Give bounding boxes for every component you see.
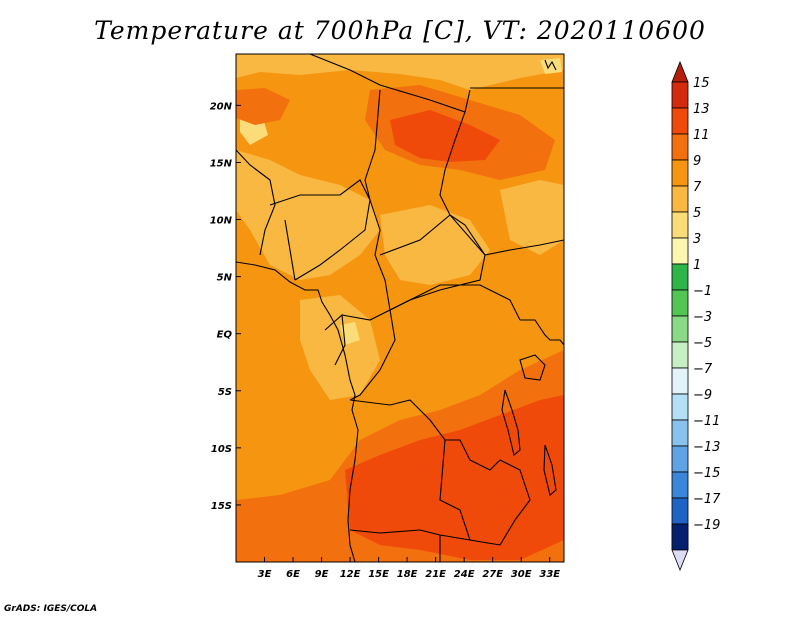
y-tick-label: 20N [210,101,233,112]
border-drc-north [389,284,521,321]
border-car [379,214,486,311]
colorbar-label: 9 [693,154,701,169]
y-tick-label: EQ [217,330,233,341]
colorbar-label: −17 [693,492,721,507]
footer-credit: GrADS: IGES/COLA [4,604,98,614]
border-libya-chad [309,54,471,113]
colorbar-label: 5 [693,206,701,221]
colorbar: 15 13 11 9 7 5 3 1 −1 −3 −5 −7 −9 −11 −13 −15 −17 −19 [671,60,721,572]
border-westafrica [236,149,276,256]
colorbar-label: −7 [693,362,713,377]
x-tick-label: 24E [454,569,475,580]
colorbar-label: 15 [693,76,710,91]
x-tick-label: 3E [258,569,272,580]
border-angola-namibia [349,529,471,541]
colorbar-label: −15 [693,466,720,481]
y-axis-ticks: 20N 15N 10N 5N EQ 5S 10S 15S [210,101,241,512]
map-frame [235,53,565,563]
colorbar-label: −3 [693,310,712,325]
colorbar-swatch [671,289,689,317]
y-tick-label: 10S [211,444,232,455]
colorbar-label: −5 [693,336,712,351]
coast-east [544,59,557,71]
colorbar-swatch [671,445,689,473]
border-zambia-east [499,459,531,546]
colorbar-swatch [671,471,689,499]
map-title: Temperature at 700hPa [C], VT: 202011060… [94,16,706,45]
colorbar-swatch [671,341,689,369]
colorbar-label: 13 [693,102,710,117]
colorbar-swatch [671,393,689,421]
field-cool-gabon [300,295,380,400]
colorbar-swatch [671,367,689,395]
colorbar-label: −11 [693,414,720,429]
colorbar-label: 3 [693,232,701,247]
y-tick-label: 10N [210,216,233,227]
y-tick-label: 5S [218,387,232,398]
country-borders [236,54,564,562]
x-tick-label: 21E [425,569,446,580]
coast-westafrica [236,261,359,562]
colorbar-label: 1 [693,258,701,273]
x-tick-label: 15E [368,569,389,580]
x-tick-label: 33E [539,569,560,580]
colorbar-swatch [671,211,689,239]
colorbar-swatch [671,133,689,161]
x-axis-ticks: 3E 6E 9E 12E 15E 18E 21E 24E 27E 30E 33E [258,557,560,580]
border-east-africa [520,319,564,346]
lake-tanganyika [501,389,521,456]
border-congo [341,309,396,401]
field-coolest-patch3 [340,322,360,345]
colorbar-label: −1 [693,284,712,299]
colorbar-label: −19 [693,518,720,533]
border-westafrica2 [284,219,296,281]
colorbar-label: −9 [693,388,712,403]
field-cool-centralafr [380,205,490,285]
y-tick-label: 15N [210,158,233,169]
colorbar-swatch [671,497,689,525]
lake-victoria [519,354,546,381]
colorbar-label: 11 [693,128,710,143]
colorbar-swatch-lowest [671,523,689,551]
temperature-field [236,54,564,562]
colorbar-swatch [671,159,689,187]
border-niger-chad [364,89,381,201]
border-chad-sudan [439,111,486,256]
colorbar-swatch [671,237,689,265]
colorbar-swatch [671,315,689,343]
y-tick-label: 5N [217,273,233,284]
x-tick-label: 27E [482,569,503,580]
lake-malawi [543,444,557,496]
field-hot-sahara [390,110,500,162]
field-warm-northwest [236,88,290,125]
colorbar-swatch [671,419,689,447]
x-tick-label: 6E [286,569,300,580]
field-cool-east [500,180,564,255]
x-tick-label: 30E [511,569,532,580]
colorbar-top-arrow [671,60,689,83]
colorbar-swatch [671,185,689,213]
border-angola-zambia [439,439,501,546]
y-tick-label: 15S [211,501,232,512]
colorbar-label: 7 [693,180,702,195]
field-cool-north [236,54,564,90]
colorbar-swatch [671,107,689,135]
colorbar-bottom-arrow [671,549,689,572]
x-tick-label: 18E [397,569,418,580]
x-tick-label: 9E [315,569,329,580]
border-sudan-south [484,239,564,256]
colorbar-swatch [671,81,689,109]
x-tick-label: 12E [340,569,361,580]
colorbar-swatch [671,263,689,291]
border-cameroon [369,199,391,311]
colorbar-label: −13 [693,440,720,455]
